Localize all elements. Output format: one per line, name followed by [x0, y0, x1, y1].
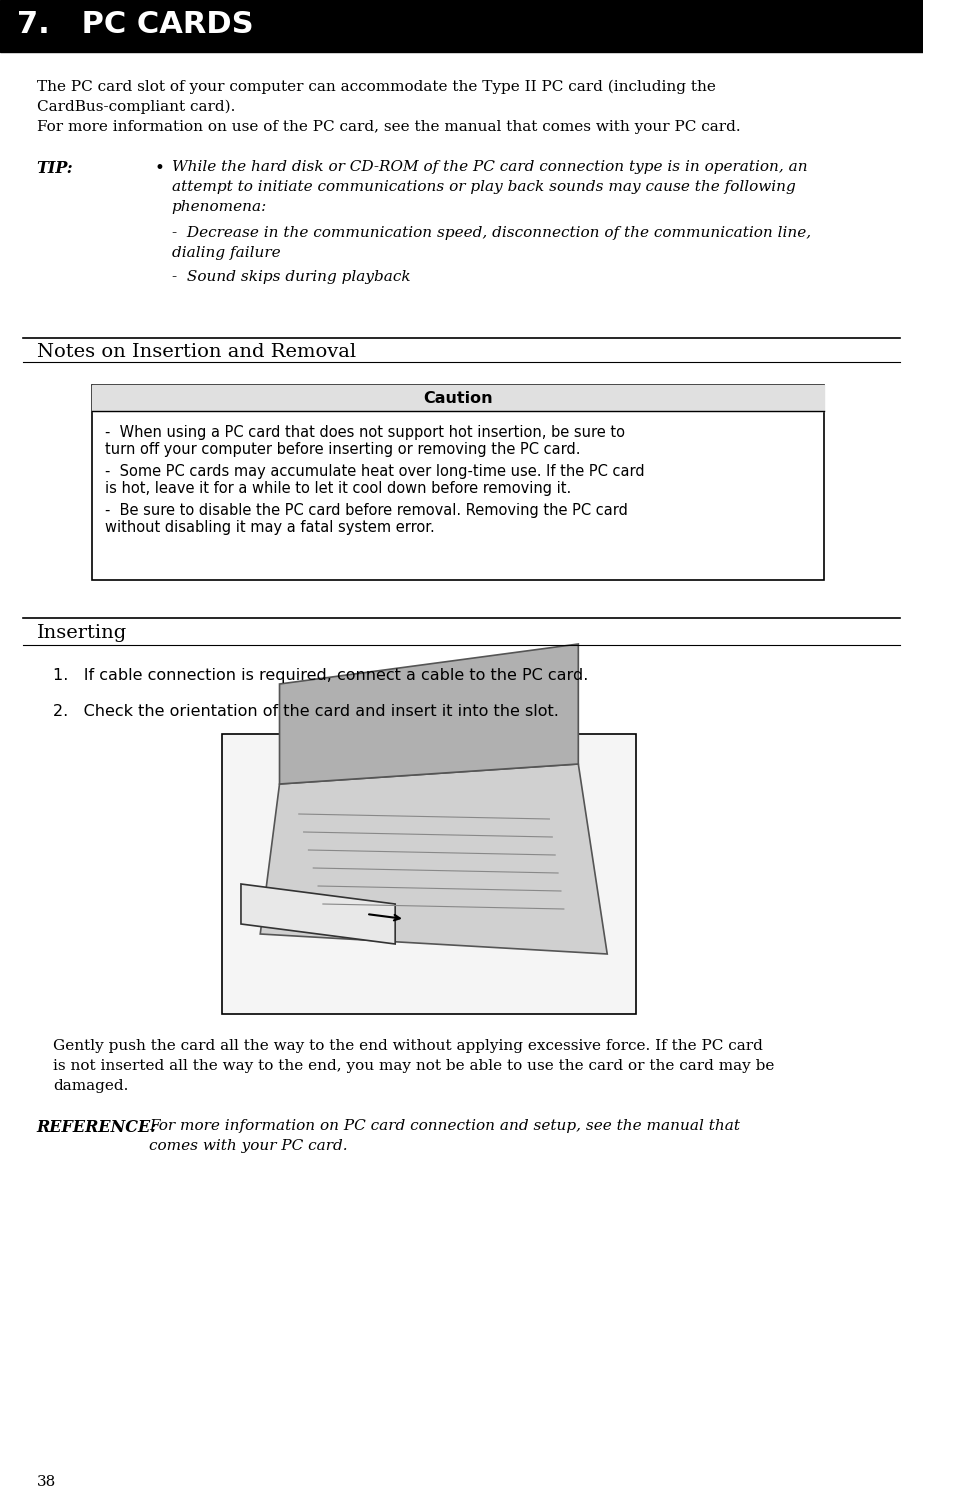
Text: -  Sound skips during playback: - Sound skips during playback	[171, 270, 410, 283]
Text: 2.   Check the orientation of the card and insert it into the slot.: 2. Check the orientation of the card and…	[53, 704, 559, 719]
Text: is not inserted all the way to the end, you may not be able to use the card or t: is not inserted all the way to the end, …	[53, 1059, 774, 1073]
Text: is hot, leave it for a while to let it cool down before removing it.: is hot, leave it for a while to let it c…	[105, 481, 571, 496]
Text: REFERENCE:: REFERENCE:	[36, 1120, 157, 1136]
Text: damaged.: damaged.	[53, 1079, 128, 1093]
Text: -  Be sure to disable the PC card before removal. Removing the PC card: - Be sure to disable the PC card before …	[105, 503, 627, 518]
Text: •: •	[154, 160, 164, 176]
Text: Inserting: Inserting	[36, 624, 126, 642]
Bar	[221, 734, 636, 1014]
Text: Notes on Insertion and Removal: Notes on Insertion and Removal	[36, 344, 355, 362]
Bar	[0, 0, 924, 53]
Text: For more information on use of the PC card, see the manual that comes with your : For more information on use of the PC ca…	[36, 121, 741, 134]
Text: -  Some PC cards may accumulate heat over long-time use. If the PC card: - Some PC cards may accumulate heat over…	[105, 464, 645, 479]
Polygon shape	[280, 643, 579, 784]
Bar	[92, 384, 824, 411]
Text: -  When using a PC card that does not support hot insertion, be sure to: - When using a PC card that does not sup…	[105, 425, 625, 440]
Text: While the hard disk or CD-ROM of the PC card connection type is in operation, an: While the hard disk or CD-ROM of the PC …	[171, 160, 808, 173]
Text: 7.   PC CARDS: 7. PC CARDS	[17, 11, 254, 39]
Text: 38: 38	[36, 1475, 56, 1489]
Polygon shape	[261, 764, 607, 954]
Text: Gently push the card all the way to the end without applying excessive force. If: Gently push the card all the way to the …	[53, 1038, 763, 1053]
Text: phenomena:: phenomena:	[171, 200, 267, 214]
Text: 1.   If cable connection is required, connect a cable to the PC card.: 1. If cable connection is required, conn…	[53, 668, 588, 683]
Text: Caution: Caution	[423, 390, 492, 405]
Text: attempt to initiate communications or play back sounds may cause the following: attempt to initiate communications or pl…	[171, 179, 795, 194]
Text: CardBus-compliant card).: CardBus-compliant card).	[36, 99, 235, 115]
Polygon shape	[241, 885, 396, 943]
Text: turn off your computer before inserting or removing the PC card.: turn off your computer before inserting …	[105, 442, 581, 457]
Text: comes with your PC card.: comes with your PC card.	[149, 1139, 348, 1153]
Text: For more information on PC card connection and setup, see the manual that: For more information on PC card connecti…	[149, 1120, 741, 1133]
Text: -  Decrease in the communication speed, disconnection of the communication line,: - Decrease in the communication speed, d…	[171, 226, 810, 240]
Text: The PC card slot of your computer can accommodate the Type II PC card (including: The PC card slot of your computer can ac…	[36, 80, 716, 95]
Text: without disabling it may a fatal system error.: without disabling it may a fatal system …	[105, 520, 435, 535]
FancyBboxPatch shape	[92, 384, 824, 580]
Text: TIP:: TIP:	[36, 160, 73, 176]
Text: dialing failure: dialing failure	[171, 246, 280, 261]
